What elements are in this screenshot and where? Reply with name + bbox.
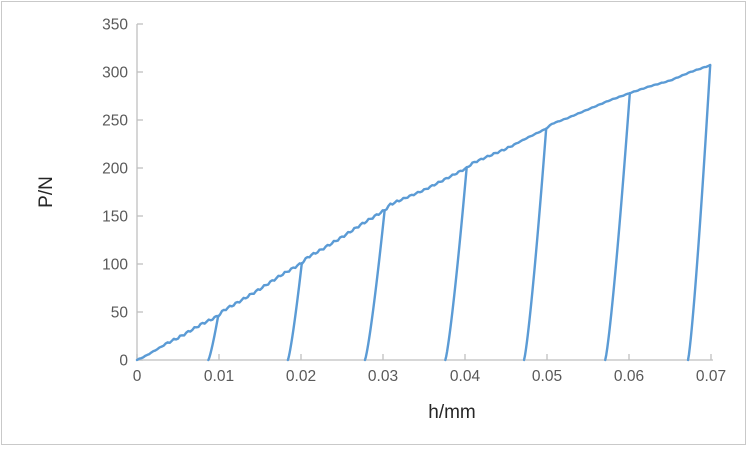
y-tick-label-150: 150 (102, 209, 128, 226)
unload-branch-2 (286, 261, 304, 362)
x-tick-label-0.07: 0.07 (696, 368, 726, 385)
unload-branch-6 (604, 91, 632, 362)
y-tick-label-250: 250 (102, 113, 128, 130)
y-tick-label-350: 350 (102, 17, 128, 34)
y-tick-label-100: 100 (102, 257, 128, 274)
unload-branch-1 (207, 314, 220, 362)
y-tick-label-50: 50 (111, 305, 129, 322)
x-tick-label-0.01: 0.01 (204, 368, 234, 385)
unload-branch-7 (686, 64, 712, 362)
x-tick-label-0.06: 0.06 (614, 368, 644, 385)
x-tick-label-0.04: 0.04 (450, 368, 481, 385)
loading-envelope-line (135, 63, 712, 362)
x-tick-label-0.05: 0.05 (532, 368, 562, 385)
x-tick-label-0.03: 0.03 (368, 368, 398, 385)
y-axis-title: P/N (36, 176, 57, 208)
unload-branch-5 (522, 127, 548, 362)
y-tick-label-300: 300 (102, 65, 128, 82)
x-tick-label-0.02: 0.02 (286, 368, 316, 385)
unload-branch-4 (444, 166, 468, 362)
y-tick-label-200: 200 (102, 161, 128, 178)
unload-branch-3 (363, 209, 386, 362)
y-tick-label-0: 0 (119, 353, 128, 370)
x-axis-title: h/mm (428, 402, 476, 423)
x-tick-label-0: 0 (133, 368, 142, 385)
chart-border (1, 1, 746, 445)
